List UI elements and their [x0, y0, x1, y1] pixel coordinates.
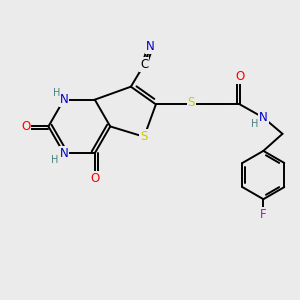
Text: H: H: [51, 155, 59, 165]
Text: H: H: [53, 88, 60, 98]
Text: F: F: [260, 208, 267, 221]
Text: S: S: [140, 130, 148, 143]
Text: O: O: [90, 172, 99, 185]
Text: N: N: [59, 147, 68, 160]
Text: N: N: [59, 93, 68, 106]
Text: O: O: [21, 120, 30, 133]
Text: N: N: [259, 111, 268, 124]
Text: O: O: [235, 70, 244, 83]
Text: S: S: [188, 96, 195, 110]
Text: H: H: [251, 119, 259, 129]
Text: N: N: [146, 40, 154, 52]
Text: C: C: [140, 58, 148, 71]
